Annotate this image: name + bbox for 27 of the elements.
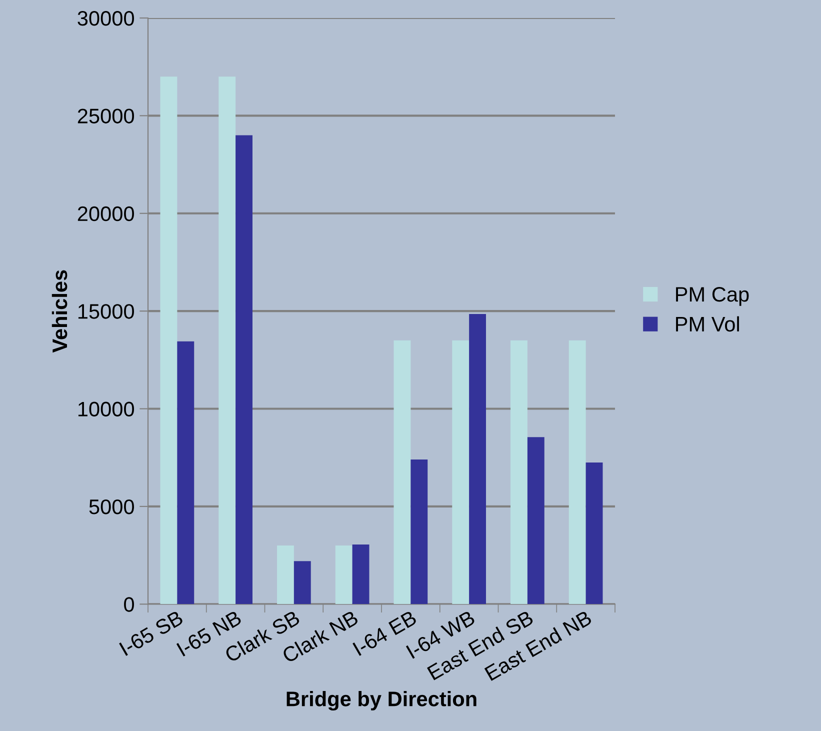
bar [410, 460, 428, 604]
y-tick-label: 20000 [78, 206, 134, 222]
bar [335, 546, 352, 604]
bar [352, 544, 370, 604]
bar [218, 76, 236, 604]
bar [394, 340, 411, 604]
bar [294, 561, 311, 604]
bar [510, 340, 528, 604]
bar [177, 341, 194, 604]
y-tick-label: 5000 [89, 499, 134, 514]
bar [452, 340, 470, 604]
y-tick-label: 0 [124, 597, 134, 612]
y-tick-label: 10000 [78, 402, 134, 417]
y-tick-label: 25000 [78, 108, 134, 124]
x-axis-title: Bridge by Direction [286, 691, 476, 711]
legend-label: PM Vol [676, 316, 739, 332]
y-axis-title: Vehicles [52, 270, 68, 353]
y-tick-label: 30000 [78, 11, 134, 26]
bar [277, 546, 294, 604]
y-tick-label: 15000 [78, 304, 134, 319]
bar [568, 340, 586, 604]
legend-label: PM Cap [676, 286, 749, 306]
bar [586, 462, 603, 604]
bar [527, 437, 544, 604]
bar [236, 135, 252, 604]
bar [160, 76, 178, 604]
bar [469, 314, 486, 604]
